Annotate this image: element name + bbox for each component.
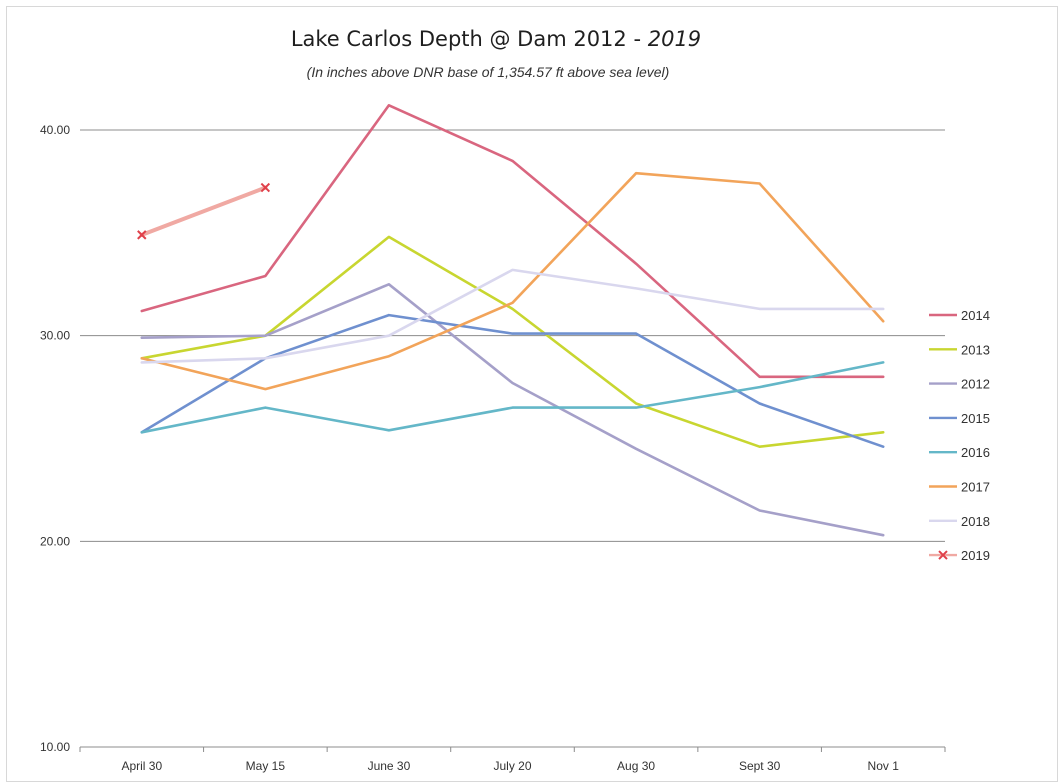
data-point-2014 xyxy=(758,376,761,379)
legend-item-2012: 2012 xyxy=(929,377,990,392)
legend-item-2016: 2016 xyxy=(929,445,990,460)
x-tick-label: April 30 xyxy=(121,759,162,773)
chart-subtitle: (In inches above DNR base of 1,354.57 ft… xyxy=(307,64,670,80)
data-point-2016 xyxy=(758,386,761,389)
x-tick-label: Sept 30 xyxy=(739,759,781,773)
series-line-2018 xyxy=(140,268,885,364)
axes: 10.00 20.00 30.00 40.00 April 30 May 15 June 3… xyxy=(40,123,946,773)
data-point-2017 xyxy=(635,172,638,175)
y-tick-label: 20.00 xyxy=(40,534,70,548)
line-chart: Lake Carlos Depth @ Dam 2012 - 2019 (In … xyxy=(40,27,990,773)
data-point-2017 xyxy=(511,301,514,304)
legend-label: 2019 xyxy=(961,548,990,563)
data-point-x-marker xyxy=(137,230,147,240)
x-tick-label: Aug 30 xyxy=(617,759,655,773)
x-tick-label: May 15 xyxy=(246,759,286,773)
series-line-2012 xyxy=(140,283,885,537)
legend-item-2015: 2015 xyxy=(929,411,990,426)
data-point-2016 xyxy=(388,429,391,432)
data-point-2017 xyxy=(758,182,761,185)
data-point-2018 xyxy=(758,308,761,311)
data-point-2014 xyxy=(264,275,267,278)
legend-label: 2018 xyxy=(961,514,990,529)
series-line-2016 xyxy=(140,361,885,434)
chart-title: Lake Carlos Depth @ Dam 2012 - 2019 xyxy=(291,27,701,51)
legend-item-2017: 2017 xyxy=(929,480,990,495)
series-line-2017 xyxy=(140,171,885,391)
data-point-2015 xyxy=(635,332,638,335)
data-point-2012 xyxy=(388,283,391,286)
y-tick-label: 30.00 xyxy=(40,329,70,343)
data-point-2018 xyxy=(511,269,514,272)
data-point-2017 xyxy=(882,320,885,323)
data-point-2012 xyxy=(882,534,885,537)
data-point-2018 xyxy=(140,361,143,364)
data-point-2017 xyxy=(264,388,267,391)
legend-item-2018: 2018 xyxy=(929,514,990,529)
data-point-2012 xyxy=(264,334,267,337)
data-point-2017 xyxy=(140,357,143,360)
data-point-2016 xyxy=(140,431,143,434)
data-point-2012 xyxy=(511,382,514,385)
data-point-2016 xyxy=(635,406,638,409)
legend-label: 2012 xyxy=(961,377,990,392)
chart-title-text: Lake Carlos Depth @ Dam 2012 - xyxy=(291,27,648,51)
data-point-2019 xyxy=(260,182,271,193)
series-line-2013 xyxy=(140,235,885,448)
data-point-2018 xyxy=(635,287,638,290)
data-point-2014 xyxy=(882,376,885,379)
legend: 2014 2013 2012 2015 2016 2017 2018 2019 xyxy=(929,308,990,563)
legend-label: 2015 xyxy=(961,411,990,426)
data-point-2012 xyxy=(140,336,143,339)
data-point-2016 xyxy=(882,361,885,364)
series-line-2019 xyxy=(139,185,268,237)
data-point-2013 xyxy=(882,431,885,434)
data-point-2016 xyxy=(511,406,514,409)
data-point-2014 xyxy=(511,160,514,163)
data-point-2012 xyxy=(758,509,761,512)
legend-item-2013: 2013 xyxy=(929,342,990,357)
series-lines xyxy=(137,104,885,537)
data-point-2013 xyxy=(635,402,638,405)
y-tick-label: 10.00 xyxy=(40,740,70,754)
data-point-2013 xyxy=(388,236,391,239)
legend-label: 2017 xyxy=(961,480,990,495)
data-point-x-marker xyxy=(260,182,271,193)
data-point-2018 xyxy=(388,334,391,337)
data-point-2018 xyxy=(882,308,885,311)
legend-label: 2014 xyxy=(961,308,990,323)
data-point-2014 xyxy=(635,262,638,265)
legend-item-2014: 2014 xyxy=(929,308,990,323)
data-point-2013 xyxy=(758,445,761,448)
legend-label: 2013 xyxy=(961,342,990,357)
data-point-2015 xyxy=(882,445,885,448)
data-point-2013 xyxy=(511,308,514,311)
chart-frame: Lake Carlos Depth @ Dam 2012 - 2019 (In … xyxy=(6,6,1058,782)
x-tick-label: Nov 1 xyxy=(868,759,900,773)
data-point-2015 xyxy=(388,314,391,317)
legend-label: 2016 xyxy=(961,445,990,460)
data-point-2016 xyxy=(264,406,267,409)
data-point-2014 xyxy=(140,310,143,313)
x-tick-label: June 30 xyxy=(368,759,411,773)
series-line-2014 xyxy=(140,104,885,379)
y-tick-label: 40.00 xyxy=(40,123,70,137)
data-point-2015 xyxy=(511,332,514,335)
data-point-2012 xyxy=(635,447,638,450)
data-point-2017 xyxy=(388,355,391,358)
data-point-2014 xyxy=(388,104,391,107)
legend-x-marker xyxy=(938,550,948,560)
chart-title-year: 2019 xyxy=(648,27,701,51)
legend-item-2019: 2019 xyxy=(929,548,990,563)
data-point-2015 xyxy=(758,402,761,405)
x-tick-label: July 20 xyxy=(493,759,531,773)
data-point-2019 xyxy=(137,230,147,240)
data-point-2018 xyxy=(264,357,267,360)
